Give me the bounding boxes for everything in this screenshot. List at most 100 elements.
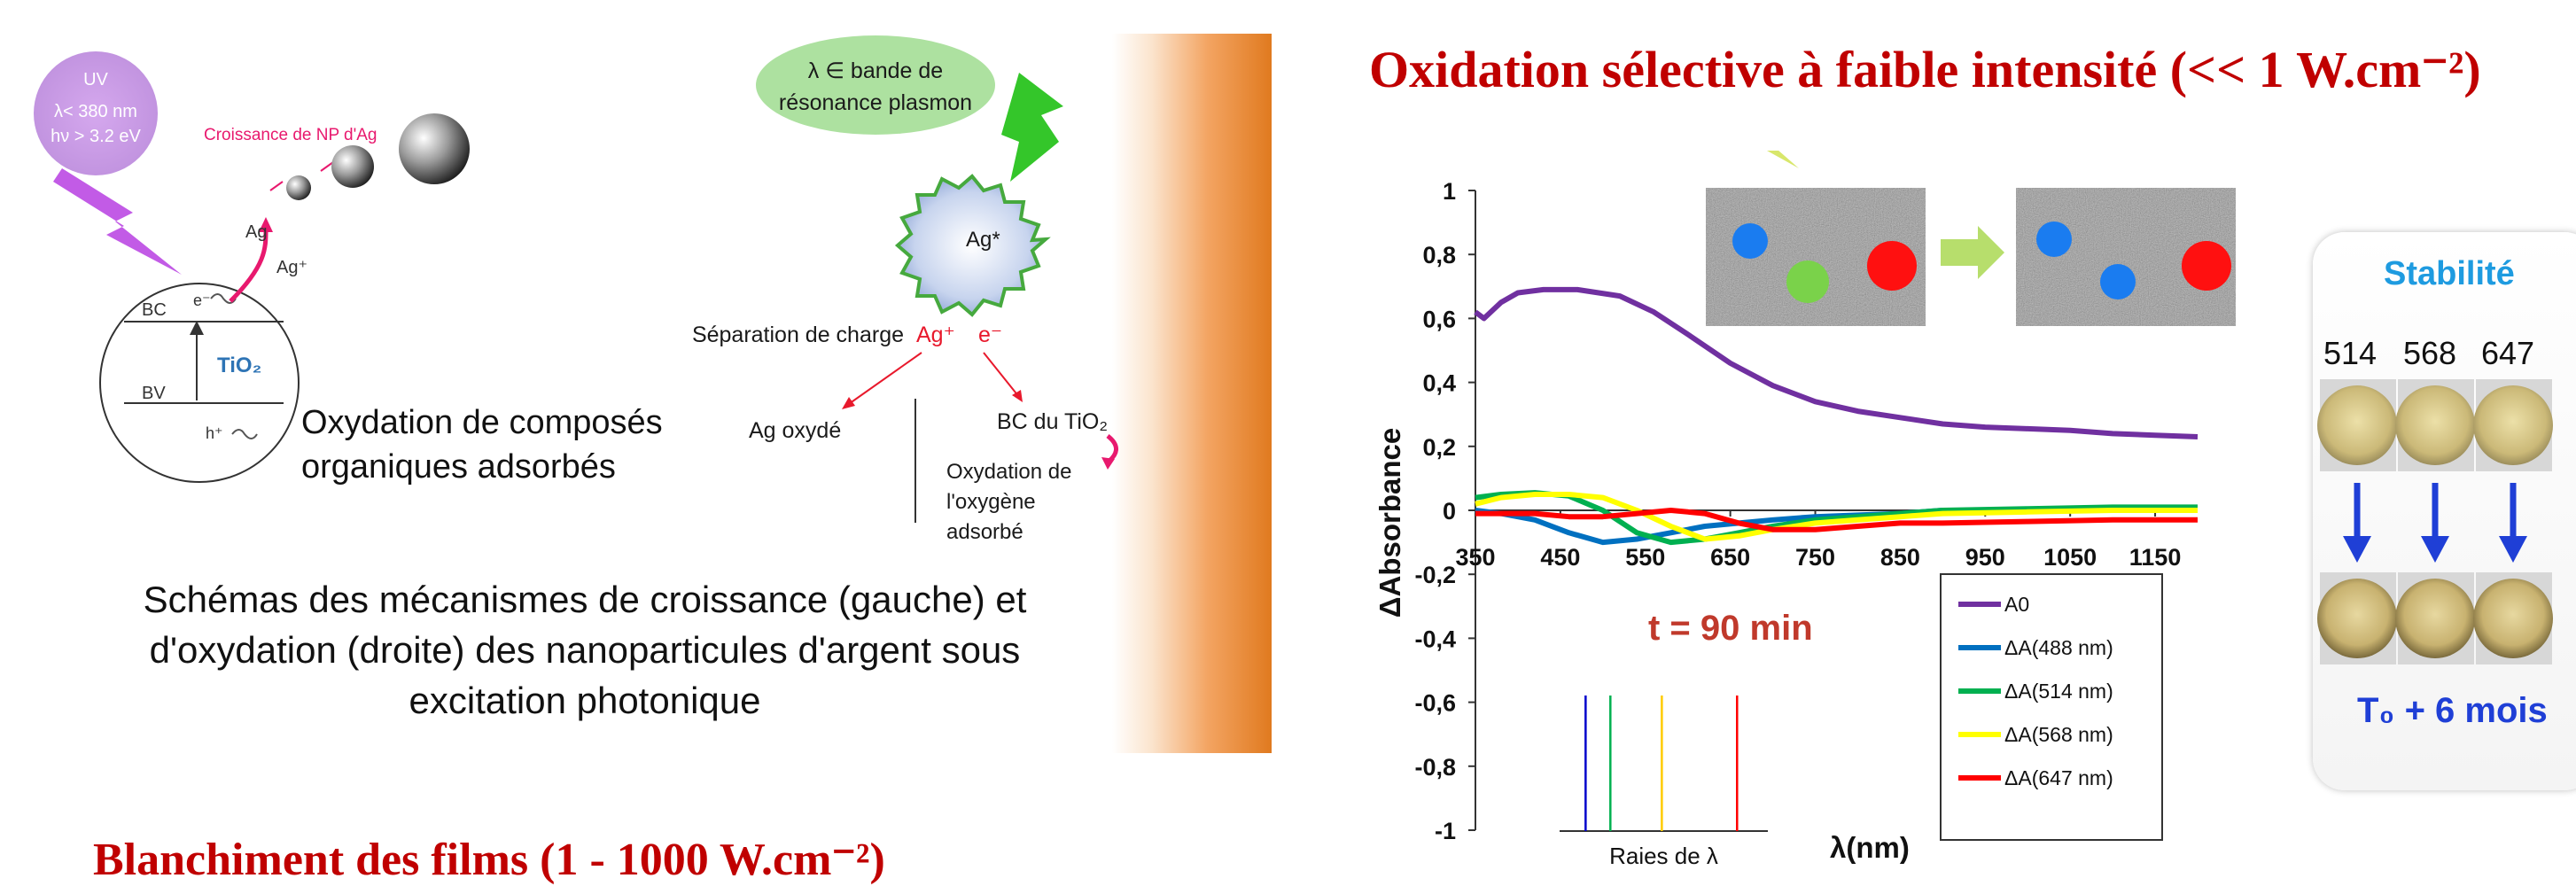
y-tick-label: 0,4 xyxy=(1422,370,1456,397)
diagram-caption: Schémas des mécanismes de croissance (ga… xyxy=(35,574,1134,726)
y-tick-label: 0 xyxy=(1443,498,1456,525)
sample-568-t0 xyxy=(2395,385,2475,465)
y-tick-label: 0,2 xyxy=(1422,434,1456,461)
absorbance-chart: 1 0,8 0,6 0,4 0,2 0 -0,2 -0,4 -0,6 -0,8 -1 350 450 55… xyxy=(1374,178,2199,869)
y-tick-label: 1 xyxy=(1443,178,1456,205)
green-lightning-icon xyxy=(1001,73,1063,182)
y-tick-label: 0,6 xyxy=(1422,306,1456,332)
caption-line-1: Schémas des mécanismes de croissance (ga… xyxy=(143,579,1027,620)
y-tick-label: -1 xyxy=(1435,818,1456,844)
uv-source-circle xyxy=(34,51,158,175)
oxygen-line-1: Oxydation de xyxy=(946,460,1071,484)
x-axis-label: λ(nm) xyxy=(1830,831,1910,864)
y-tick-label: -0,2 xyxy=(1414,562,1456,588)
after-blue-dot xyxy=(2036,222,2072,257)
caption-line-2: d'oxydation (droite) des nanoparticules … xyxy=(149,629,1021,671)
raies-label: Raies de λ xyxy=(1609,843,1718,869)
sample-647-t0 xyxy=(2473,385,2553,465)
ag-star-particle xyxy=(894,174,1051,317)
stability-arrow-down-icon xyxy=(2343,483,2527,563)
time-annotation: t = 90 min xyxy=(1648,609,1813,648)
after-blue-dot-2 xyxy=(2100,264,2136,299)
oxidation-line-1: Oxydation de composés xyxy=(301,404,663,441)
before-green-dot xyxy=(1786,260,1829,303)
hole-label: h⁺ xyxy=(206,424,223,442)
uv-lambda-label: λ< 380 nm xyxy=(54,102,137,121)
charge-separation-label: Séparation de charge xyxy=(692,323,904,347)
chart-inset-micrographs xyxy=(1706,151,2236,326)
y-tick-label: 0,8 xyxy=(1422,242,1456,268)
legend-label-2: ΔA(514 nm) xyxy=(2004,680,2113,703)
oxidation-organic-text: Oxydation de composés organiques adsorbé… xyxy=(301,400,663,489)
caption-line-3: excitation photonique xyxy=(409,680,761,721)
plasmon-cloud xyxy=(756,35,995,135)
x-tick-label: 850 xyxy=(1880,544,1920,571)
plasmon-line-1: λ ∈ bande de xyxy=(808,58,943,83)
growth-label: Croissance de NP d'Ag xyxy=(204,126,377,144)
uv-label: UV xyxy=(83,70,108,89)
stability-title: Stabilité xyxy=(2384,255,2515,292)
y-tick-label: -0,8 xyxy=(1414,754,1456,781)
x-tick-label: 950 xyxy=(1965,544,2005,571)
plasmon-mechanism-diagram: λ ∈ bande de résonance plasmon Ag* Sépar… xyxy=(692,35,1118,544)
orange-substrate xyxy=(1112,34,1272,753)
tio2-particle xyxy=(99,283,300,483)
y-tick-label: -0,4 xyxy=(1414,626,1456,652)
legend-label-3: ΔA(568 nm) xyxy=(2004,723,2113,746)
before-red-dot xyxy=(1867,241,1917,291)
sample-568-t6 xyxy=(2395,579,2475,658)
uv-lightning-icon xyxy=(53,168,182,275)
oxygen-line-2: l'oxygène xyxy=(946,490,1036,514)
stability-footer: T₀ + 6 mois xyxy=(2357,691,2548,730)
selective-oxidation-title: Oxidation sélective à faible intensité (… xyxy=(1369,41,2481,98)
ag-nanoparticle-large xyxy=(399,113,470,184)
x-tick-label: 450 xyxy=(1540,544,1580,571)
ag-nanoparticle-medium xyxy=(331,145,374,188)
bc-label: BC xyxy=(142,300,167,320)
uv-energy-label: hν > 3.2 eV xyxy=(51,127,141,146)
x-tick-label: 550 xyxy=(1625,544,1665,571)
x-tick-label: 750 xyxy=(1795,544,1835,571)
ag-label: Ag xyxy=(245,222,267,242)
plasmon-line-2: résonance plasmon xyxy=(779,90,972,115)
legend-box xyxy=(1940,573,2163,841)
series-line-0 xyxy=(1474,286,2199,439)
light-lightning-icon xyxy=(1767,151,1799,168)
before-blue-dot xyxy=(1732,223,1768,259)
growth-mechanism-diagram: UV λ< 380 nm hν > 3.2 eV BC BV e⁻ h⁺ TiO… xyxy=(34,51,470,483)
bv-label: BV xyxy=(142,384,166,403)
stability-wavelength-1: 514 xyxy=(2323,335,2378,371)
legend-label-1: ΔA(488 nm) xyxy=(2004,636,2113,659)
bc-tio2-label: BC du TiO₂ xyxy=(997,409,1108,434)
sample-514-t6 xyxy=(2317,579,2397,658)
series-line-3 xyxy=(1475,492,2198,542)
ag-nanoparticle-small xyxy=(286,175,311,200)
electron-label: e⁻ xyxy=(193,291,211,309)
reduction-arrow xyxy=(229,229,268,303)
stability-wavelength-2: 568 xyxy=(2403,335,2457,371)
x-tick-label: 1050 xyxy=(2043,544,2097,571)
y-tick-label: -0,6 xyxy=(1414,690,1456,717)
stability-samples xyxy=(2317,379,2553,664)
ag-plus-label: Ag⁺ xyxy=(276,258,307,277)
series-line-4 xyxy=(1475,508,2198,532)
ag-oxide-label: Ag oxydé xyxy=(749,418,841,443)
legend-label-0: A0 xyxy=(2004,593,2029,616)
sample-514-t0 xyxy=(2317,385,2397,465)
ag-plus-red-label: Ag⁺ xyxy=(916,323,955,347)
e-minus-red-label: e⁻ xyxy=(978,323,1002,347)
stability-wavelength-3: 647 xyxy=(2481,335,2535,371)
x-tick-label: 350 xyxy=(1455,544,1495,571)
tio2-label: TiO₂ xyxy=(217,354,261,377)
oxygen-line-3: adsorbé xyxy=(946,520,1023,544)
after-red-dot xyxy=(2182,241,2231,291)
x-tick-label: 1150 xyxy=(2129,544,2182,571)
y-axis-label: ΔAbsorbance xyxy=(1374,428,1406,618)
sample-647-t6 xyxy=(2473,579,2553,658)
legend-label-4: ΔA(647 nm) xyxy=(2004,766,2113,789)
transition-arrow xyxy=(1941,226,2004,279)
oxidation-line-2: organiques adsorbés xyxy=(301,448,616,486)
ag-star-label: Ag* xyxy=(966,228,1000,252)
x-tick-label: 650 xyxy=(1710,544,1750,571)
bleaching-title: Blanchiment des films (1 - 1000 W.cm⁻²) xyxy=(93,835,885,885)
